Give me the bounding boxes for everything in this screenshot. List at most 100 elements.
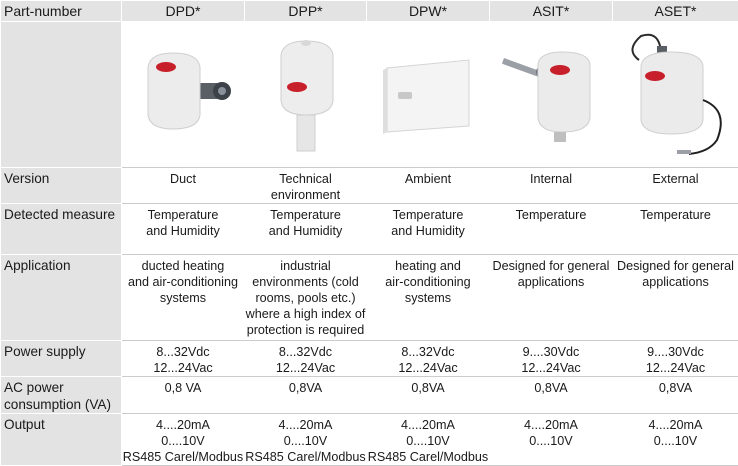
version-aset: External [613,168,738,204]
application-dpw-line-1: heating and [367,258,489,274]
output-dpw: 4....20mA 0....10V RS485 Carel/Modbus [367,414,490,466]
output-dpp: 4....20mA 0....10V RS485 Carel/Modbus [245,414,367,466]
aset-sensor-image [619,30,733,160]
application-aset-line-2: applications [613,274,738,290]
power-dpw-line-2: 12...24Vac [367,360,489,376]
ac-power-asit: 0,8VA [490,377,613,414]
product-header-aset: ASET* [613,1,738,22]
ac-power-dpp: 0,8VA [245,377,367,414]
application-dpp-line-4: where a high index of [245,306,366,322]
header-row: Part-number DPD* DPP* DPW* ASIT* ASET* [1,1,738,22]
ac-power-dpd-text: 0,8 VA [122,380,244,396]
application-dpp-line-1: industrial [245,258,366,274]
measure-asit-text: Temperature [490,207,612,223]
version-dpp-line-1: Technical [245,171,366,187]
version-dpw-text: Ambient [367,171,489,187]
measure-dpd-line-2: and Humidity [122,223,244,239]
application-dpw: heating and air-conditioning systems [367,255,490,341]
measure-aset-text: Temperature [613,207,738,223]
power-dpw-line-1: 8...32Vdc [367,344,489,360]
power-supply-label: Power supply [1,341,122,377]
measure-dpp: Temperature and Humidity [245,204,367,255]
output-dpw-line-1: 4....20mA [367,417,489,433]
output-asit-line-2: 0....10V [490,433,612,449]
application-dpp-line-2: environments (cold [245,274,366,290]
version-dpd: Duct [122,168,245,204]
power-dpp: 8...32Vdc 12...24Vac [245,341,367,377]
ac-power-asit-text: 0,8VA [490,380,612,396]
version-dpw: Ambient [367,168,490,204]
output-label: Output [1,414,122,466]
application-dpd-line-2: and air-conditioning [122,274,244,290]
power-dpp-line-2: 12...24Vac [245,360,366,376]
measure-dpp-line-1: Temperature [245,207,366,223]
application-asit-line-1: Designed for general [490,258,612,274]
version-label: Version [1,168,122,204]
ac-power-label-line-2: consumption (VA) [4,396,118,413]
application-aset: Designed for general applications [613,255,738,341]
product-header-dpw: DPW* [367,1,490,22]
output-aset: 4....20mA 0....10V [613,414,738,466]
application-dpd: ducted heating and air-conditioning syst… [122,255,245,341]
application-dpd-line-1: ducted heating [122,258,244,274]
dpd-sensor-image [128,45,238,145]
image-row-label [1,22,122,168]
ac-power-dpw: 0,8VA [367,377,490,414]
measure-dpd-line-1: Temperature [122,207,244,223]
power-asit-line-2: 12...24Vac [490,360,612,376]
version-row: Version Duct Technical environment Ambie… [1,168,738,204]
dpw-sensor-image [373,50,483,140]
power-dpd-line-2: 12...24Vac [122,360,244,376]
power-dpd: 8...32Vdc 12...24Vac [122,341,245,377]
ac-power-dpd: 0,8 VA [122,377,245,414]
power-dpd-line-1: 8...32Vdc [122,344,244,360]
power-dpp-line-1: 8...32Vdc [245,344,366,360]
measure-aset: Temperature [613,204,738,255]
asit-image-cell [490,22,613,168]
application-dpw-line-3: systems [367,290,489,306]
output-dpd-line-3: RS485 Carel/Modbus [122,449,244,465]
ac-power-label: AC power consumption (VA) [1,377,122,414]
version-asit-text: Internal [490,171,612,187]
application-dpp: industrial environments (cold rooms, poo… [245,255,367,341]
part-number-header: Part-number [1,1,122,22]
application-dpp-line-5: protection is required [245,322,366,338]
output-dpd: 4....20mA 0....10V RS485 Carel/Modbus [122,414,245,466]
measure-dpw-line-2: and Humidity [367,223,489,239]
application-asit-line-2: applications [490,274,612,290]
output-dpw-line-3: RS485 Carel/Modbus [367,449,489,465]
output-dpd-line-1: 4....20mA [122,417,244,433]
output-asit-line-1: 4....20mA [490,417,612,433]
ac-power-label-line-1: AC power [4,379,118,396]
power-asit: 9....30Vdc 12...24Vac [490,341,613,377]
measure-dpw-line-1: Temperature [367,207,489,223]
application-row: Application ducted heating and air-condi… [1,255,738,341]
measure-dpw: Temperature and Humidity [367,204,490,255]
version-asit: Internal [490,168,613,204]
product-header-dpp: DPP* [245,1,367,22]
product-header-dpd: DPD* [122,1,245,22]
measure-dpd: Temperature and Humidity [122,204,245,255]
measure-asit: Temperature [490,204,613,255]
application-dpd-line-3: systems [122,290,244,306]
output-dpw-line-2: 0....10V [367,433,489,449]
output-aset-line-1: 4....20mA [613,417,738,433]
version-dpp-line-2: environment [245,187,366,203]
output-asit: 4....20mA 0....10V [490,414,613,466]
application-dpw-line-2: air-conditioning [367,274,489,290]
dpd-image-cell [122,22,245,168]
dpw-image-cell [367,22,490,168]
dpp-image-cell [245,22,367,168]
ac-power-aset-text: 0,8VA [613,380,738,396]
measure-dpp-line-2: and Humidity [245,223,366,239]
output-row: Output 4....20mA 0....10V RS485 Carel/Mo… [1,414,738,466]
power-aset-line-1: 9....30Vdc [613,344,738,360]
output-aset-line-2: 0....10V [613,433,738,449]
output-dpp-line-2: 0....10V [245,433,366,449]
version-dpd-text: Duct [122,171,244,187]
asit-sensor-image [496,40,606,150]
ac-power-aset: 0,8VA [613,377,738,414]
product-header-asit: ASIT* [490,1,613,22]
power-aset-line-2: 12...24Vac [613,360,738,376]
